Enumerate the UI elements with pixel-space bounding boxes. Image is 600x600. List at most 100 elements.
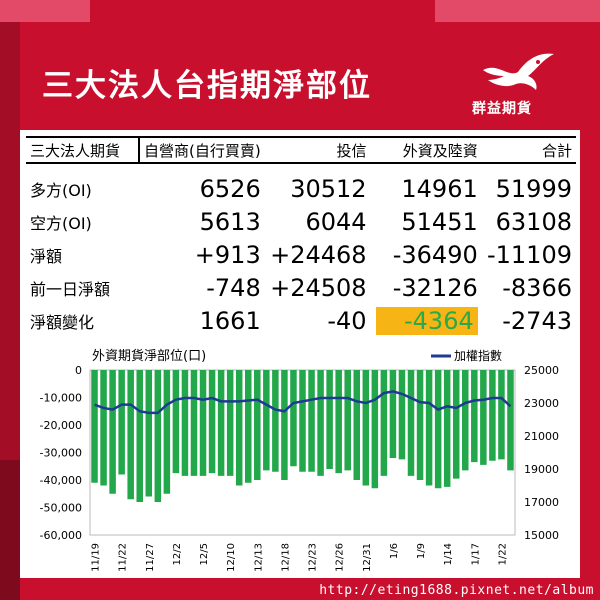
x-tick-label: 1/6 [389, 543, 400, 559]
cell-dealer: 6526 [199, 174, 261, 203]
bar [480, 370, 487, 465]
cell-foreign: -36490 [392, 240, 478, 269]
x-tick-label: 12/18 [280, 543, 291, 572]
bar [416, 370, 424, 480]
y-right-tick-label: 15000 [524, 529, 559, 542]
col-header-total: 合計 [481, 136, 576, 164]
brand-name: 群益期貨 [472, 101, 532, 117]
y-left-tick-label: -20,000 [40, 419, 82, 432]
bar [299, 370, 306, 472]
bar [507, 370, 514, 471]
bar [471, 370, 478, 463]
cell-foreign-highlight: -4364 [371, 304, 482, 337]
x-tick-label: 11/19 [91, 543, 102, 572]
bar [145, 370, 153, 497]
bar [226, 370, 234, 476]
y-right-tick-label: 17000 [524, 496, 559, 509]
table-row: 空方(OI) 5613 6044 51451 63108 [26, 205, 576, 238]
x-tick-label: 1/9 [416, 543, 427, 559]
bar [199, 370, 207, 476]
bar [127, 370, 134, 500]
x-tick-label: 12/23 [308, 543, 319, 572]
index-line [94, 390, 512, 415]
chart-title: 外資期貨淨部位(口) [92, 348, 206, 364]
x-tick-label: 1/14 [443, 543, 454, 565]
bar [308, 370, 315, 472]
chart-svg: 外資期貨淨部位(口) 加權指數 0 -10,000 -20,000 -30,000 -40,… [40, 348, 559, 572]
foreign-position-chart: 外資期貨淨部位(口) 加權指數 0 -10,000 -20,000 -30,000 -40,… [20, 343, 580, 578]
bar [244, 370, 252, 483]
bar [172, 370, 180, 474]
cell-trust: 6044 [305, 207, 367, 236]
bar [272, 370, 279, 472]
cell-total: 51999 [495, 174, 572, 203]
decor-band-top-right [435, 0, 600, 22]
bar [163, 370, 171, 494]
col-header-foreign: 外資及陸資 [370, 136, 482, 164]
table-header-row: 三大法人期貨 自營商(自行買賣) 投信 外資及陸資 合計 [26, 136, 576, 164]
cell-foreign: 14961 [401, 174, 478, 203]
bar [254, 370, 261, 480]
y-left-tick-label: -10,000 [40, 392, 82, 405]
content-panel: 三大法人期貨 自營商(自行買賣) 投信 外資及陸資 合計 多方(OI) 6526… [20, 130, 580, 578]
x-tick-label: 11/27 [145, 543, 156, 572]
cell-trust: +24468 [270, 240, 367, 269]
table-row: 淨額 +913 +24468 -36490 -11109 [26, 238, 576, 271]
x-tick-label: 12/2 [172, 543, 183, 565]
cell-trust: -40 [327, 306, 367, 335]
cell-foreign: 51451 [401, 207, 478, 236]
bar [136, 370, 143, 502]
row-label: 多方(OI) [30, 180, 92, 200]
institutional-table: 三大法人期貨 自營商(自行買賣) 投信 外資及陸資 合計 多方(OI) 6526… [26, 136, 576, 337]
x-tick-label: 1/17 [470, 543, 481, 565]
y-left-tick-label: -40,000 [40, 474, 82, 487]
bar [263, 370, 270, 471]
col-header-dealer: 自營商(自行買賣) [139, 136, 265, 164]
cell-trust: 30512 [290, 174, 367, 203]
bar [425, 370, 433, 486]
x-tick-label: 11/22 [118, 543, 129, 572]
cell-total: -2743 [502, 306, 572, 335]
row-label: 淨額 [30, 246, 63, 266]
legend-label: 加權指數 [454, 348, 502, 363]
bar [353, 370, 361, 480]
bar [452, 370, 460, 479]
bar [407, 370, 415, 476]
y-right-tick-label: 23000 [524, 397, 559, 410]
col-header-trust: 投信 [264, 136, 371, 164]
bar [100, 370, 107, 486]
bar [208, 370, 216, 474]
eagle-icon [483, 53, 554, 90]
cell-trust: +24508 [270, 273, 367, 302]
bar [235, 370, 243, 486]
y-right-tick-label: 25000 [524, 364, 559, 377]
cell-total: 63108 [495, 207, 572, 236]
bar [91, 370, 98, 483]
bar [290, 370, 297, 467]
bar [398, 370, 406, 460]
x-tick-label: 12/13 [253, 543, 264, 572]
brand-logo: 群益期貨 [460, 50, 570, 122]
decor-band-top-left [0, 0, 90, 22]
cell-foreign: -32126 [392, 273, 478, 302]
bar [389, 370, 397, 458]
y-left-tick-label: 0 [75, 364, 82, 377]
page-title: 三大法人台指期淨部位 [42, 68, 372, 104]
bar [380, 370, 388, 476]
cell-dealer: +913 [194, 240, 261, 269]
y-left-tick-label: -60,000 [40, 529, 82, 542]
bar [181, 370, 189, 476]
row-label: 前一日淨額 [30, 279, 111, 299]
bar [118, 370, 125, 475]
bar [434, 370, 442, 489]
bar [362, 370, 370, 486]
x-tick-label: 12/5 [199, 543, 210, 565]
y-right-tick-label: 19000 [524, 463, 559, 476]
bar [498, 370, 505, 460]
bar [462, 370, 469, 471]
bar [109, 370, 116, 494]
cell-total: -11109 [486, 240, 572, 269]
row-label: 空方(OI) [30, 213, 92, 233]
footer-url: http://eting1688.pixnet.net/album [319, 583, 594, 598]
bar [326, 370, 333, 469]
